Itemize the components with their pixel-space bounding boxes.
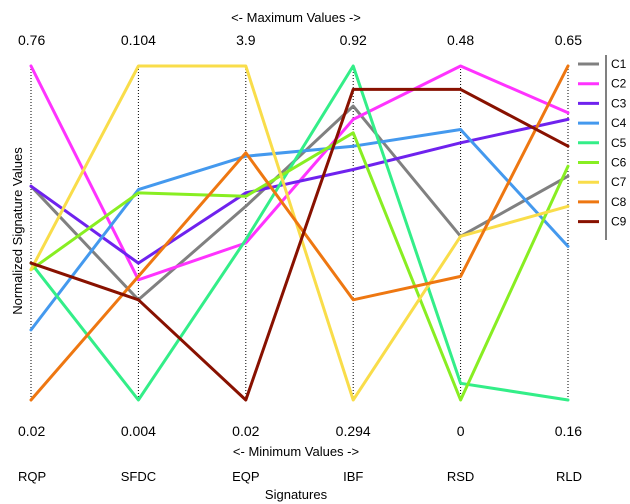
x-axis-title: Signatures [265, 487, 328, 502]
series-line-c1 [29, 104, 570, 302]
min-value-label: 0 [457, 423, 465, 439]
min-value-label: 0.16 [555, 423, 582, 439]
bottom-title: <- Minimum Values -> [233, 444, 359, 459]
legend: C1 C2 C3 C4 C5 C6 C7 C8 C9 [578, 55, 627, 240]
legend-label: C3 [611, 96, 627, 110]
min-value-label: 0.004 [121, 423, 156, 439]
min-value-label: 0.02 [18, 423, 45, 439]
max-value-label: 0.48 [447, 32, 474, 48]
max-value-label: 0.92 [340, 32, 367, 48]
legend-label: C5 [611, 136, 627, 150]
min-value-label: 0.294 [336, 423, 371, 439]
legend-label: C7 [611, 175, 627, 189]
series-line-c6 [29, 131, 570, 402]
legend-label: C4 [611, 116, 627, 130]
axis-name-label: RSD [447, 469, 474, 484]
series-line-c5 [29, 64, 570, 402]
legend-label: C8 [611, 195, 627, 209]
series-line-c8 [29, 64, 570, 402]
legend-label: C2 [611, 77, 627, 91]
legend-label: C1 [611, 57, 627, 71]
axis-name-label: RQP [18, 469, 46, 484]
axis-name-label: EQP [232, 469, 259, 484]
series-line-c9 [29, 87, 570, 402]
series-line-c3 [29, 117, 570, 265]
max-value-label: 0.65 [555, 32, 582, 48]
series-layer [29, 64, 570, 402]
y-axis-title: Normalized Signature Values [10, 147, 25, 315]
max-value-label: 3.9 [236, 32, 256, 48]
legend-label: C9 [611, 215, 627, 229]
axis-name-label: IBF [343, 469, 363, 484]
min-value-label: 0.02 [232, 423, 259, 439]
max-value-label: 0.76 [18, 32, 45, 48]
axis-name-label: SFDC [121, 469, 156, 484]
top-title: <- Maximum Values -> [231, 10, 361, 25]
max-value-label: 0.104 [121, 32, 156, 48]
axis-name-label: RLD [556, 469, 582, 484]
labels-layer: <- Maximum Values -> <- Minimum Values -… [10, 10, 582, 502]
legend-label: C6 [611, 156, 627, 170]
series-line-c7 [29, 64, 570, 402]
